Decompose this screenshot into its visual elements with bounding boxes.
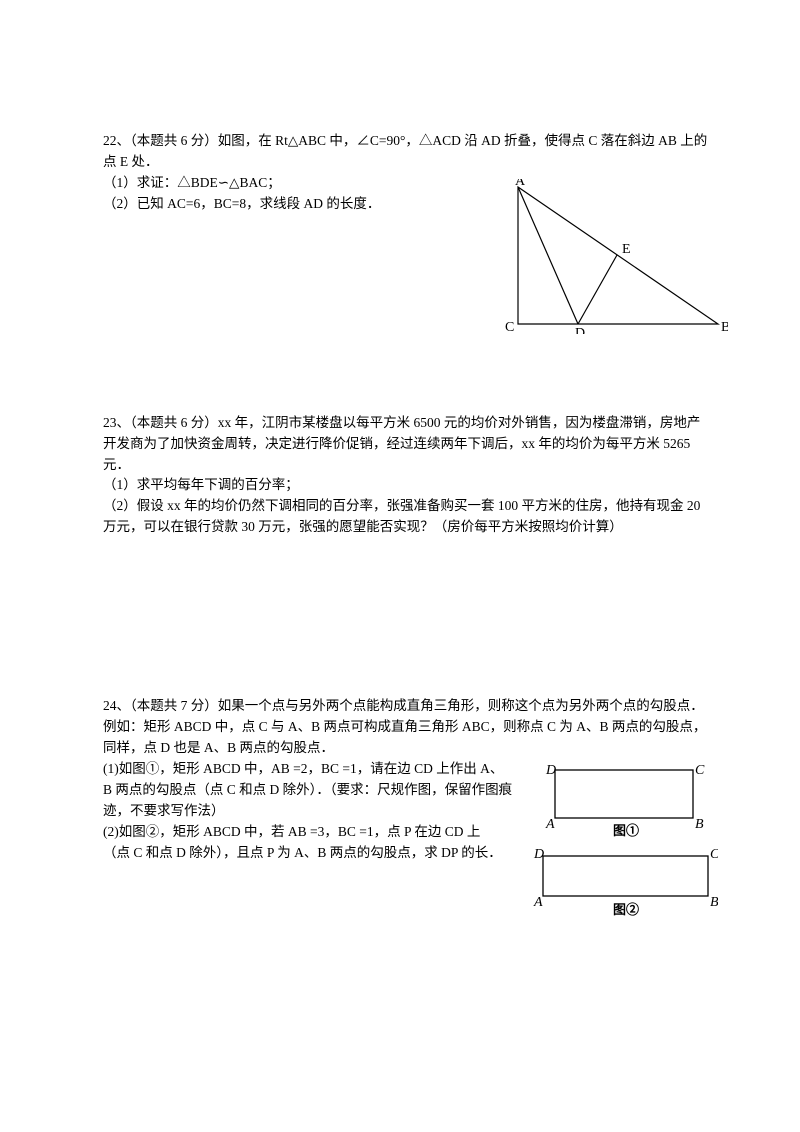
rect2-D-label: D [533,847,544,862]
p24-q1b: B 两点的勾股点（点 C 和点 D 除外）．（要求：尺规作图，保留作图痕迹，不要… [103,780,523,822]
p22-q2: （2）已知 AC=6，BC=8，求线段 AD 的长度． [103,194,483,215]
vertex-B-label: B [721,320,728,334]
rect1-B-label: B [695,817,704,832]
rect1-D-label: D [545,763,556,778]
rectangles-diagram: D C A B 图① D C A B 图② [533,758,718,933]
vertex-C-label: C [505,320,514,334]
p24-q2a: (2)如图②，矩形 ABCD 中，若 AB =3，BC =1，点 P 在边 CD… [103,822,523,843]
vertex-E-label: E [622,242,631,257]
triangle-acd-diagram: A B C D E [493,179,728,334]
p22-heading: 22、（本题共 6 分）如图，在 Rt△ABC 中，∠C=90°，△ACD 沿 … [103,131,710,173]
rect2-A-label: A [533,895,543,910]
rect1-A-label: A [545,817,555,832]
vertex-D-label: D [575,326,585,334]
rect2-C-label: C [710,847,718,862]
p24-q1a: (1)如图①，矩形 ABCD 中，AB =2，BC =1，请在边 CD 上作出 … [103,759,523,780]
p24-heading: 24、（本题共 7 分）如果一个点与另外两个点能构成直角三角形，则称这个点为另外… [103,696,710,759]
vertex-A-label: A [515,179,526,189]
p24-q2b: （点 C 和点 D 除外），且点 P 为 A、B 两点的勾股点，求 DP 的长． [103,843,523,864]
rect1-caption: 图① [613,823,639,838]
p23-q2: （2）假设 xx 年的均价仍然下调相同的百分率，张强准备购买一套 100 平方米… [103,496,710,538]
rect2-caption: 图② [613,902,639,917]
rect2-B-label: B [710,895,718,910]
problem-22: 22、（本题共 6 分）如图，在 Rt△ABC 中，∠C=90°，△ACD 沿 … [103,131,710,375]
problem-23: 23、（本题共 6 分）xx 年，江阴市某楼盘以每平方米 6500 元的均价对外… [103,413,710,659]
problem-24: 24、（本题共 7 分）如果一个点与另外两个点能构成直角三角形，则称这个点为另外… [103,696,710,863]
p23-heading: 23、（本题共 6 分）xx 年，江阴市某楼盘以每平方米 6500 元的均价对外… [103,413,710,476]
p22-q1: （1）求证：△BDE∽△BAC； [103,173,483,194]
rect1-C-label: C [695,763,705,778]
p23-q1: （1）求平均每年下调的百分率； [103,475,710,496]
